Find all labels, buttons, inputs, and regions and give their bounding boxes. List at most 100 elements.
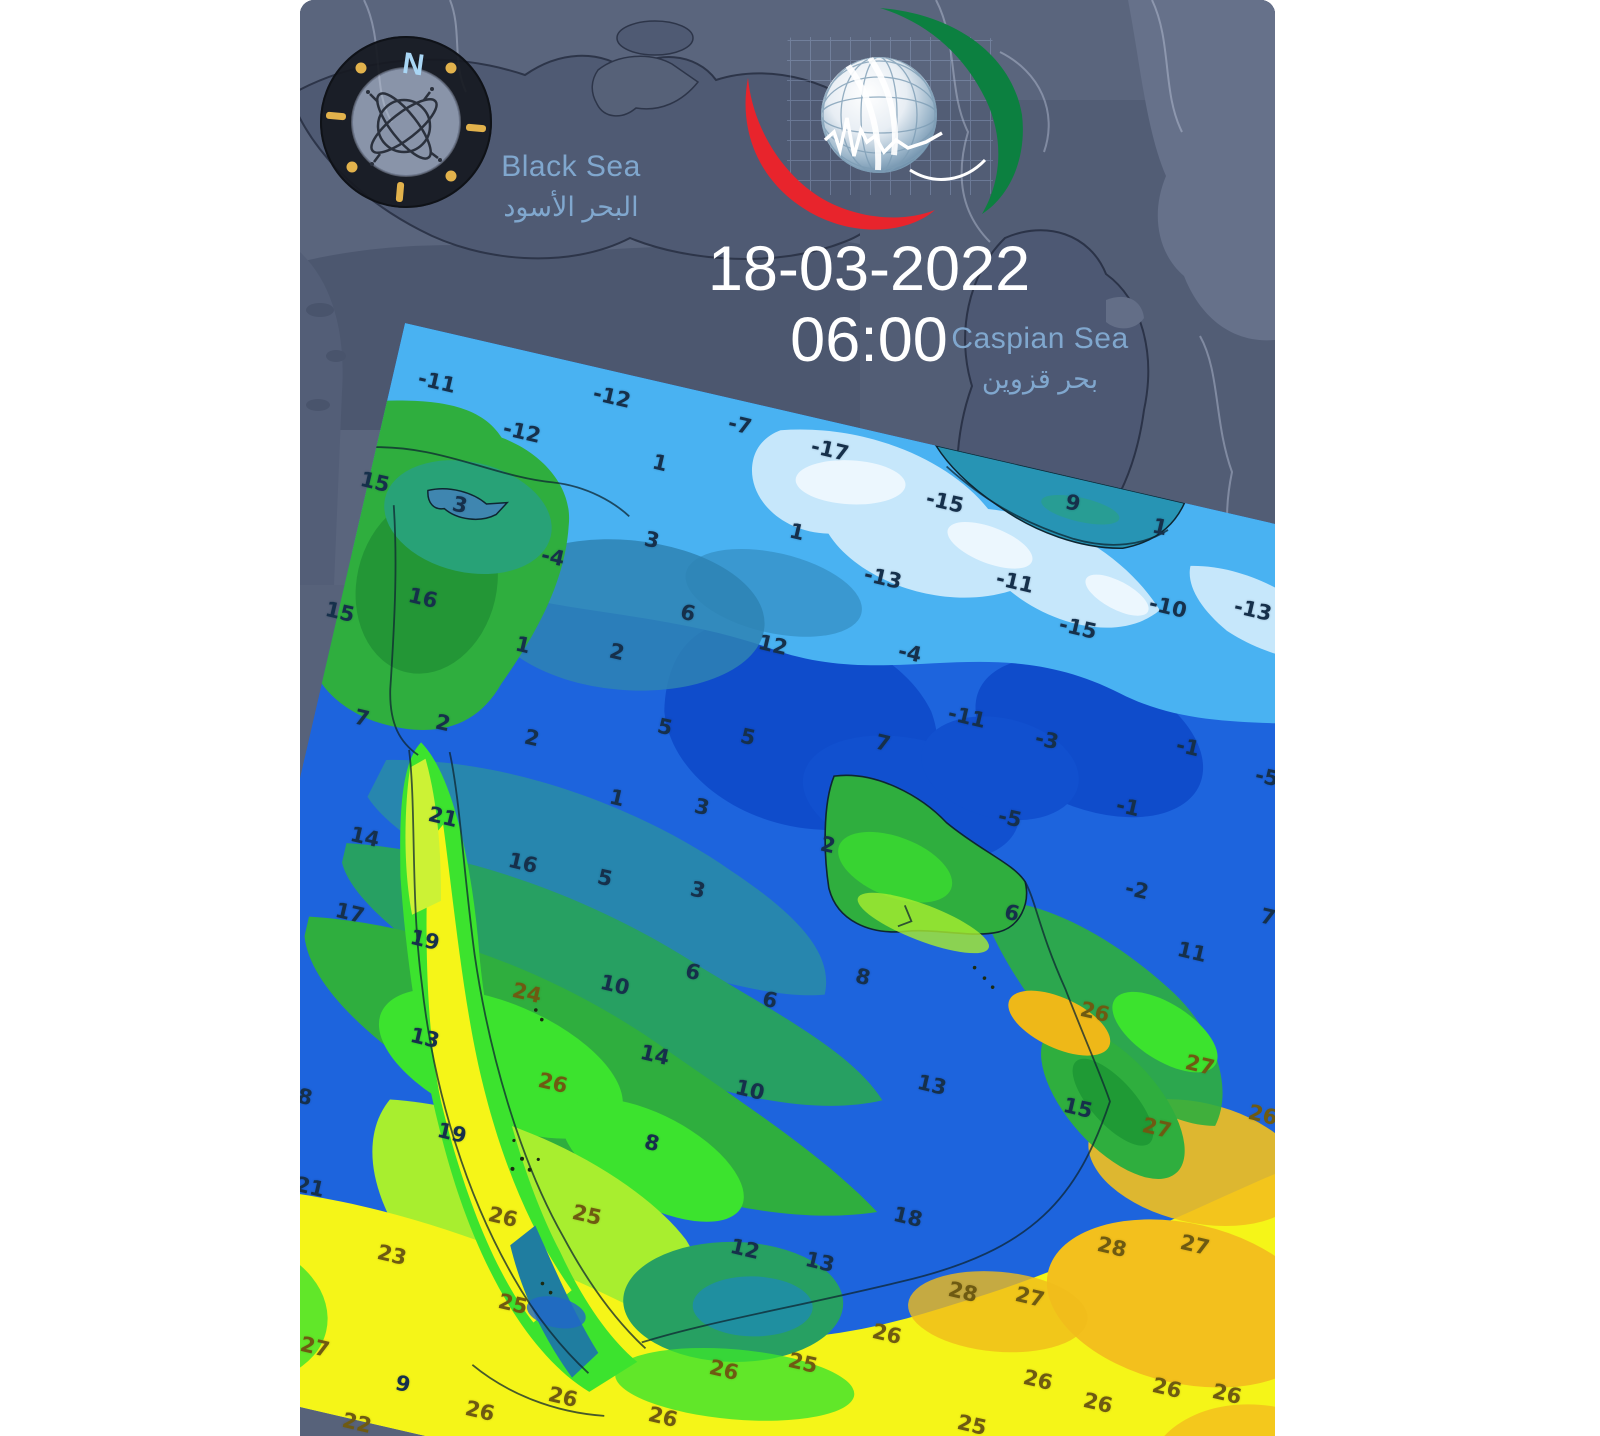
temp-label: 8 [300,1083,315,1111]
temp-label: 12 [756,630,790,660]
temp-label: 3 [692,793,712,821]
temp-label: 5 [738,723,758,751]
temp-label: 26 [1150,1373,1184,1403]
temp-label: 27 [1140,1113,1174,1143]
temp-label: 6 [678,599,698,627]
temp-label: 5 [595,864,615,892]
temp-label: 1 [1150,513,1170,541]
temp-label: -7 [725,410,755,440]
black-sea-label: Black Sea البحر الأسود [421,150,721,223]
temp-label: 26 [1021,1365,1055,1395]
temp-label: -17 [808,434,852,466]
temp-label: -4 [538,542,568,572]
logo-red-crescent [745,78,935,230]
temp-label: -10 [1146,591,1190,623]
black-sea-label-ar: البحر الأسود [503,192,639,222]
temp-label: -15 [923,486,967,518]
temp-label: 1 [513,631,533,659]
temp-label: 26 [1246,1100,1275,1130]
logo-globe [821,57,987,181]
temp-label: 10 [733,1075,767,1105]
temp-label: 2 [607,638,627,666]
temp-label: 26 [1210,1379,1244,1409]
temp-label: 28 [1095,1232,1129,1262]
caspian-sea-label-ar: بحر قزوين [981,364,1099,394]
temp-label: -11 [945,701,989,733]
temp-label: -1 [1113,792,1143,822]
gyroscope-icon [369,91,439,163]
temp-label: 10 [598,970,632,1000]
forecast-time: 06:00 [790,304,948,375]
temp-label: 7 [1258,903,1275,931]
temp-label: -5 [995,803,1025,833]
temp-label: -13 [1231,594,1275,626]
temp-label: 8 [853,963,873,991]
temp-label: -12 [500,416,544,448]
temp-label: 24 [510,978,544,1008]
datetime-overlay: 18-03-2022 06:00 [675,234,1063,375]
coastlines [365,446,1169,1417]
temp-label: -15 [1056,612,1100,644]
temp-label: 25 [570,1200,604,1230]
temp-label: 15 [1061,1093,1095,1123]
temp-label: 14 [638,1040,672,1070]
map-viewport: -11 -12 -7 -12 -17 15 1 -15 9 3 1 1 3 -4 -13 -11 16 15 -10… [300,0,1275,1436]
temp-label: 14 [348,822,382,852]
temp-label: 25 [496,1289,530,1319]
temp-label: 6 [1002,899,1022,927]
temp-label: 13 [915,1070,949,1100]
temp-label: 27 [1013,1282,1047,1312]
temp-label: 21 [426,802,460,832]
temp-label: 26 [870,1319,904,1349]
temp-label: 6 [760,986,780,1014]
temp-label: 16 [506,848,540,878]
temp-label: -3 [1032,725,1062,755]
temp-label: 27 [1178,1230,1212,1260]
temp-label: 27 [300,1332,332,1362]
temp-label: 26 [463,1396,497,1426]
temp-label: 2 [522,724,542,752]
temp-label: -4 [895,638,925,668]
temp-label: 13 [803,1247,837,1277]
temp-label: 1 [787,518,807,546]
temp-label: 26 [546,1382,580,1412]
temp-label: 16 [406,583,440,613]
temp-label: -11 [415,366,459,398]
temp-label: 3 [688,876,708,904]
temp-label: 12 [728,1234,762,1264]
temp-label: 26 [1078,997,1112,1027]
city-speckles [510,965,995,1295]
forecast-date: 18-03-2022 [707,234,1031,304]
temp-label: 18 [891,1202,925,1232]
temp-label: -13 [861,562,905,594]
temp-label: 5 [655,713,675,741]
compass-rose: N [320,36,492,208]
temp-label: 21 [300,1172,327,1202]
temp-label: 15 [358,467,392,497]
black-sea-label-en: Black Sea [501,150,641,183]
temp-label: 26 [707,1355,741,1385]
temp-label: 9 [393,1370,413,1398]
temp-label: 7 [873,729,893,757]
temp-label: -1 [1173,732,1203,762]
gyroscope-dots [366,87,442,166]
temp-label: 8 [642,1129,662,1157]
temp-label: 2 [818,831,838,859]
temp-label: 27 [1183,1050,1217,1080]
temp-label: 7 [352,704,372,732]
temp-label: 11 [1175,937,1209,967]
temp-label: 15 [323,597,357,627]
temp-label: 25 [955,1410,989,1436]
temp-label: 22 [340,1408,374,1436]
caspian-sea-label: Caspian Sea بحر قزوين [880,322,1200,395]
temp-label: -2 [1122,875,1152,905]
compass-ticks [325,62,487,203]
temp-label: 26 [646,1402,680,1432]
temp-label: 6 [683,958,703,986]
temp-label: 26 [536,1068,570,1098]
meteorology-agency-logo-icon [730,0,1050,240]
temp-label: 2 [433,709,453,737]
compass-north-label: N [400,47,426,83]
temp-label: 3 [450,491,470,519]
